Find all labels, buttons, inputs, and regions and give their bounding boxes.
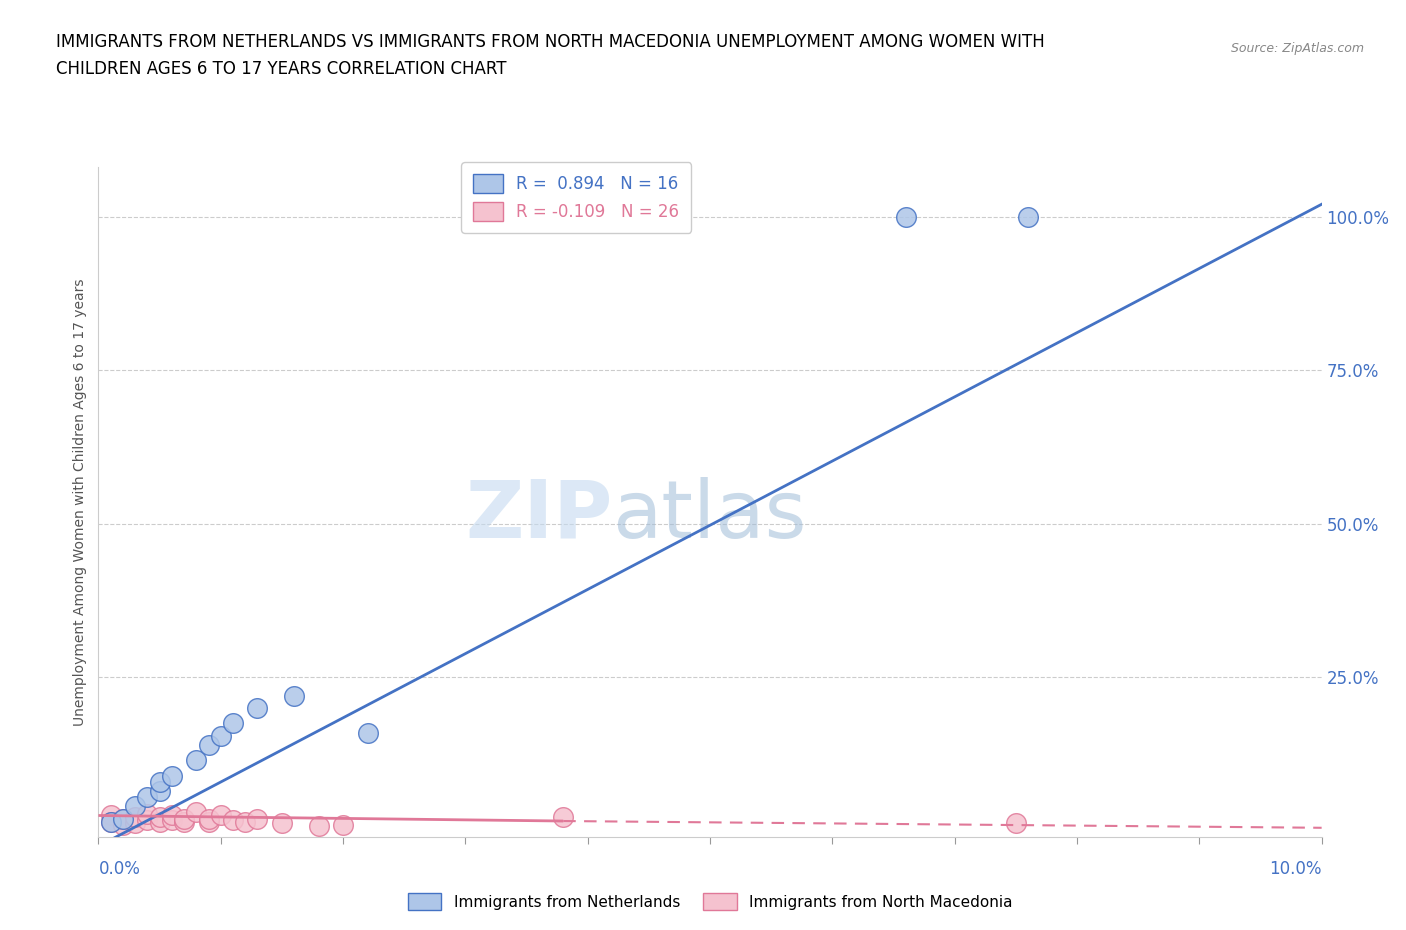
Point (222, 813, 245, 828)
Point (186, 752, 208, 767)
Point (136, 813, 159, 828)
Point (356, 725, 378, 740)
Point (553, 810, 575, 825)
Point (124, 816, 146, 830)
Point (1004, 816, 1026, 830)
Text: IMMIGRANTS FROM NETHERLANDS VS IMMIGRANTS FROM NORTH MACEDONIA UNEMPLOYMENT AMON: IMMIGRANTS FROM NETHERLANDS VS IMMIGRANT… (56, 33, 1045, 78)
Point (186, 805, 208, 820)
Point (149, 775, 172, 790)
Point (124, 810, 146, 825)
Point (160, 768, 183, 783)
Legend: Immigrants from Netherlands, Immigrants from North Macedonia: Immigrants from Netherlands, Immigrants … (402, 886, 1018, 916)
Point (100, 814, 122, 829)
Point (111, 811, 134, 826)
Point (124, 799, 146, 814)
Point (233, 814, 256, 829)
Text: 10.0%: 10.0% (1270, 860, 1322, 878)
Point (246, 700, 269, 715)
Point (197, 814, 219, 829)
Point (136, 806, 159, 821)
Point (173, 811, 195, 826)
Point (160, 808, 183, 823)
Point (222, 716, 245, 731)
Point (111, 817, 134, 832)
Point (100, 814, 122, 829)
Point (149, 783, 172, 798)
Point (894, 209, 917, 224)
Y-axis label: Unemployment Among Women with Children Ages 6 to 17 years: Unemployment Among Women with Children A… (73, 278, 87, 726)
Point (136, 790, 159, 804)
Point (197, 737, 219, 752)
Point (270, 816, 292, 830)
Point (149, 810, 172, 825)
Text: Source: ZipAtlas.com: Source: ZipAtlas.com (1230, 42, 1364, 55)
Point (1017, 209, 1039, 224)
Text: atlas: atlas (612, 476, 807, 554)
Point (332, 817, 354, 832)
Point (308, 818, 330, 833)
Point (209, 728, 232, 743)
Point (173, 814, 195, 829)
Point (149, 814, 172, 829)
Point (160, 813, 183, 828)
Point (197, 811, 219, 826)
Point (246, 811, 269, 826)
Point (209, 808, 232, 823)
Point (100, 808, 122, 823)
Point (283, 688, 305, 703)
Text: 0.0%: 0.0% (98, 860, 141, 878)
Point (111, 811, 134, 826)
Text: ZIP: ZIP (465, 476, 612, 554)
